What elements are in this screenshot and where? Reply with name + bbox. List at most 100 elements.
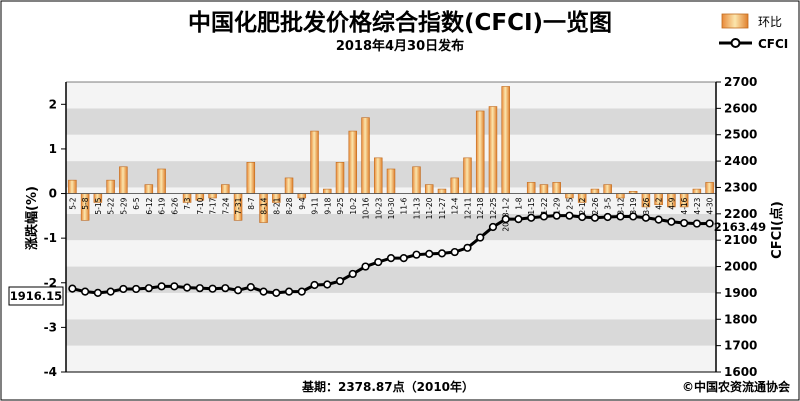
- legend-bar-swatch: [721, 13, 749, 29]
- bar: [144, 184, 154, 194]
- bar: [552, 182, 561, 194]
- line-point: [246, 283, 255, 292]
- line-point: [195, 284, 204, 293]
- right-tick-label: 2700: [724, 75, 757, 89]
- x-tick-label: 10-2: [349, 197, 358, 214]
- line-point: [323, 280, 332, 289]
- line-point: [463, 243, 472, 252]
- right-tick-label: 2500: [724, 128, 757, 142]
- x-tick-label: 6-26: [170, 197, 179, 214]
- x-tick-label: 8-14: [260, 197, 269, 214]
- x-tick-label: 2018-1-2: [502, 197, 511, 231]
- left-tick-label: 0: [49, 187, 57, 201]
- x-tick-label: 4-16: [680, 197, 689, 214]
- bar: [705, 182, 714, 194]
- bar: [284, 177, 294, 194]
- bar: [603, 184, 612, 194]
- line-point: [131, 284, 141, 294]
- x-tick-label: 10-16: [362, 197, 371, 219]
- grid-bands: [66, 82, 716, 372]
- x-tick-label: 2-12: [578, 197, 587, 214]
- x-tick-label: 5-2: [68, 197, 77, 209]
- chart-title: 中国化肥批发价格综合指数(CFCI)一览图: [188, 9, 612, 36]
- x-tick-label: 12-25: [489, 197, 498, 219]
- line-point: [603, 212, 612, 222]
- line-point: [527, 213, 536, 222]
- line-point: [399, 254, 408, 263]
- line-point: [590, 213, 600, 222]
- x-tick-label: 9-18: [323, 197, 332, 214]
- bar: [526, 182, 536, 194]
- bar: [590, 188, 600, 194]
- line-point: [68, 284, 77, 293]
- x-tick-label: 5-22: [107, 197, 116, 214]
- x-tick-label: 9-25: [336, 197, 345, 214]
- x-tick-label: 1-29: [553, 197, 562, 214]
- footer-base: 基期：2378.87点（2010年）: [301, 379, 474, 394]
- x-tick-label: 10-23: [374, 197, 383, 219]
- line-point: [93, 288, 102, 298]
- bar: [157, 168, 166, 194]
- bar: [361, 117, 370, 194]
- x-tick-label: 7-31: [234, 197, 243, 214]
- bar: [208, 193, 217, 199]
- grid-band: [66, 134, 716, 162]
- left-tick-label: -1: [44, 231, 57, 245]
- x-tick-label: 4-23: [693, 197, 702, 214]
- start-value-box: [8, 286, 64, 306]
- x-tick-label: 7-3: [183, 197, 192, 209]
- x-tick-label: 3-19: [629, 197, 638, 214]
- bar: [246, 162, 256, 194]
- footer-source: ©中国农资流通协会: [682, 379, 791, 394]
- right-tick-label: 2400: [724, 154, 757, 168]
- x-tick-label: 7-17: [209, 197, 218, 214]
- line-point: [361, 262, 370, 271]
- bar: [221, 184, 230, 194]
- left-tick-label: -3: [44, 320, 57, 334]
- grid-band: [66, 82, 716, 109]
- line-point: [692, 219, 701, 228]
- bar: [119, 166, 128, 194]
- bar: [348, 130, 358, 194]
- x-tick-label: 1-8: [514, 197, 523, 209]
- grid-band: [66, 292, 716, 320]
- right-tick-label: 2300: [724, 180, 757, 194]
- line-point: [705, 219, 714, 228]
- line-point: [501, 214, 510, 224]
- legend-line-marker: [730, 38, 741, 48]
- line-point: [374, 257, 383, 267]
- bar: [297, 193, 307, 199]
- x-tick-label: 2-5: [565, 197, 574, 209]
- line-point: [539, 212, 549, 221]
- line-point: [552, 211, 561, 220]
- legend: 环比 CFCI: [719, 13, 788, 51]
- bar: [424, 184, 434, 194]
- left-tick-label: -2: [44, 276, 57, 290]
- x-tick-label: 5-15: [94, 197, 103, 214]
- x-tick-label: 4-2: [655, 197, 664, 209]
- x-tick-label: 6-12: [145, 197, 154, 214]
- x-tick-label: 7-24: [221, 197, 230, 214]
- line-point: [425, 249, 434, 258]
- line-point: [297, 287, 306, 296]
- line-point: [578, 212, 587, 222]
- legend-line-label: CFCI: [758, 37, 788, 51]
- line-point: [641, 213, 651, 222]
- line-point: [106, 287, 115, 296]
- x-tick-labels: 5-2 5-8 5-15 5-22 5-29 6-5 6-12 6-19 6-26 7-3 7-10…: [68, 197, 714, 231]
- x-tick-label: 7-10: [196, 197, 205, 214]
- line-point: [629, 212, 638, 221]
- legend-bar-label: 环比: [758, 15, 782, 29]
- x-tick-label: 12-11: [463, 197, 472, 219]
- bar: [323, 188, 332, 194]
- line-point: [565, 211, 574, 220]
- x-tick-label: 9-11: [311, 197, 320, 214]
- x-tick-label: 1-22: [540, 197, 549, 214]
- line-point: [514, 214, 523, 224]
- x-tick-label: 6-19: [158, 197, 167, 214]
- grid-band: [66, 319, 716, 346]
- bar: [68, 179, 77, 194]
- x-tick-label: 11-13: [412, 197, 421, 219]
- line-point: [157, 282, 166, 291]
